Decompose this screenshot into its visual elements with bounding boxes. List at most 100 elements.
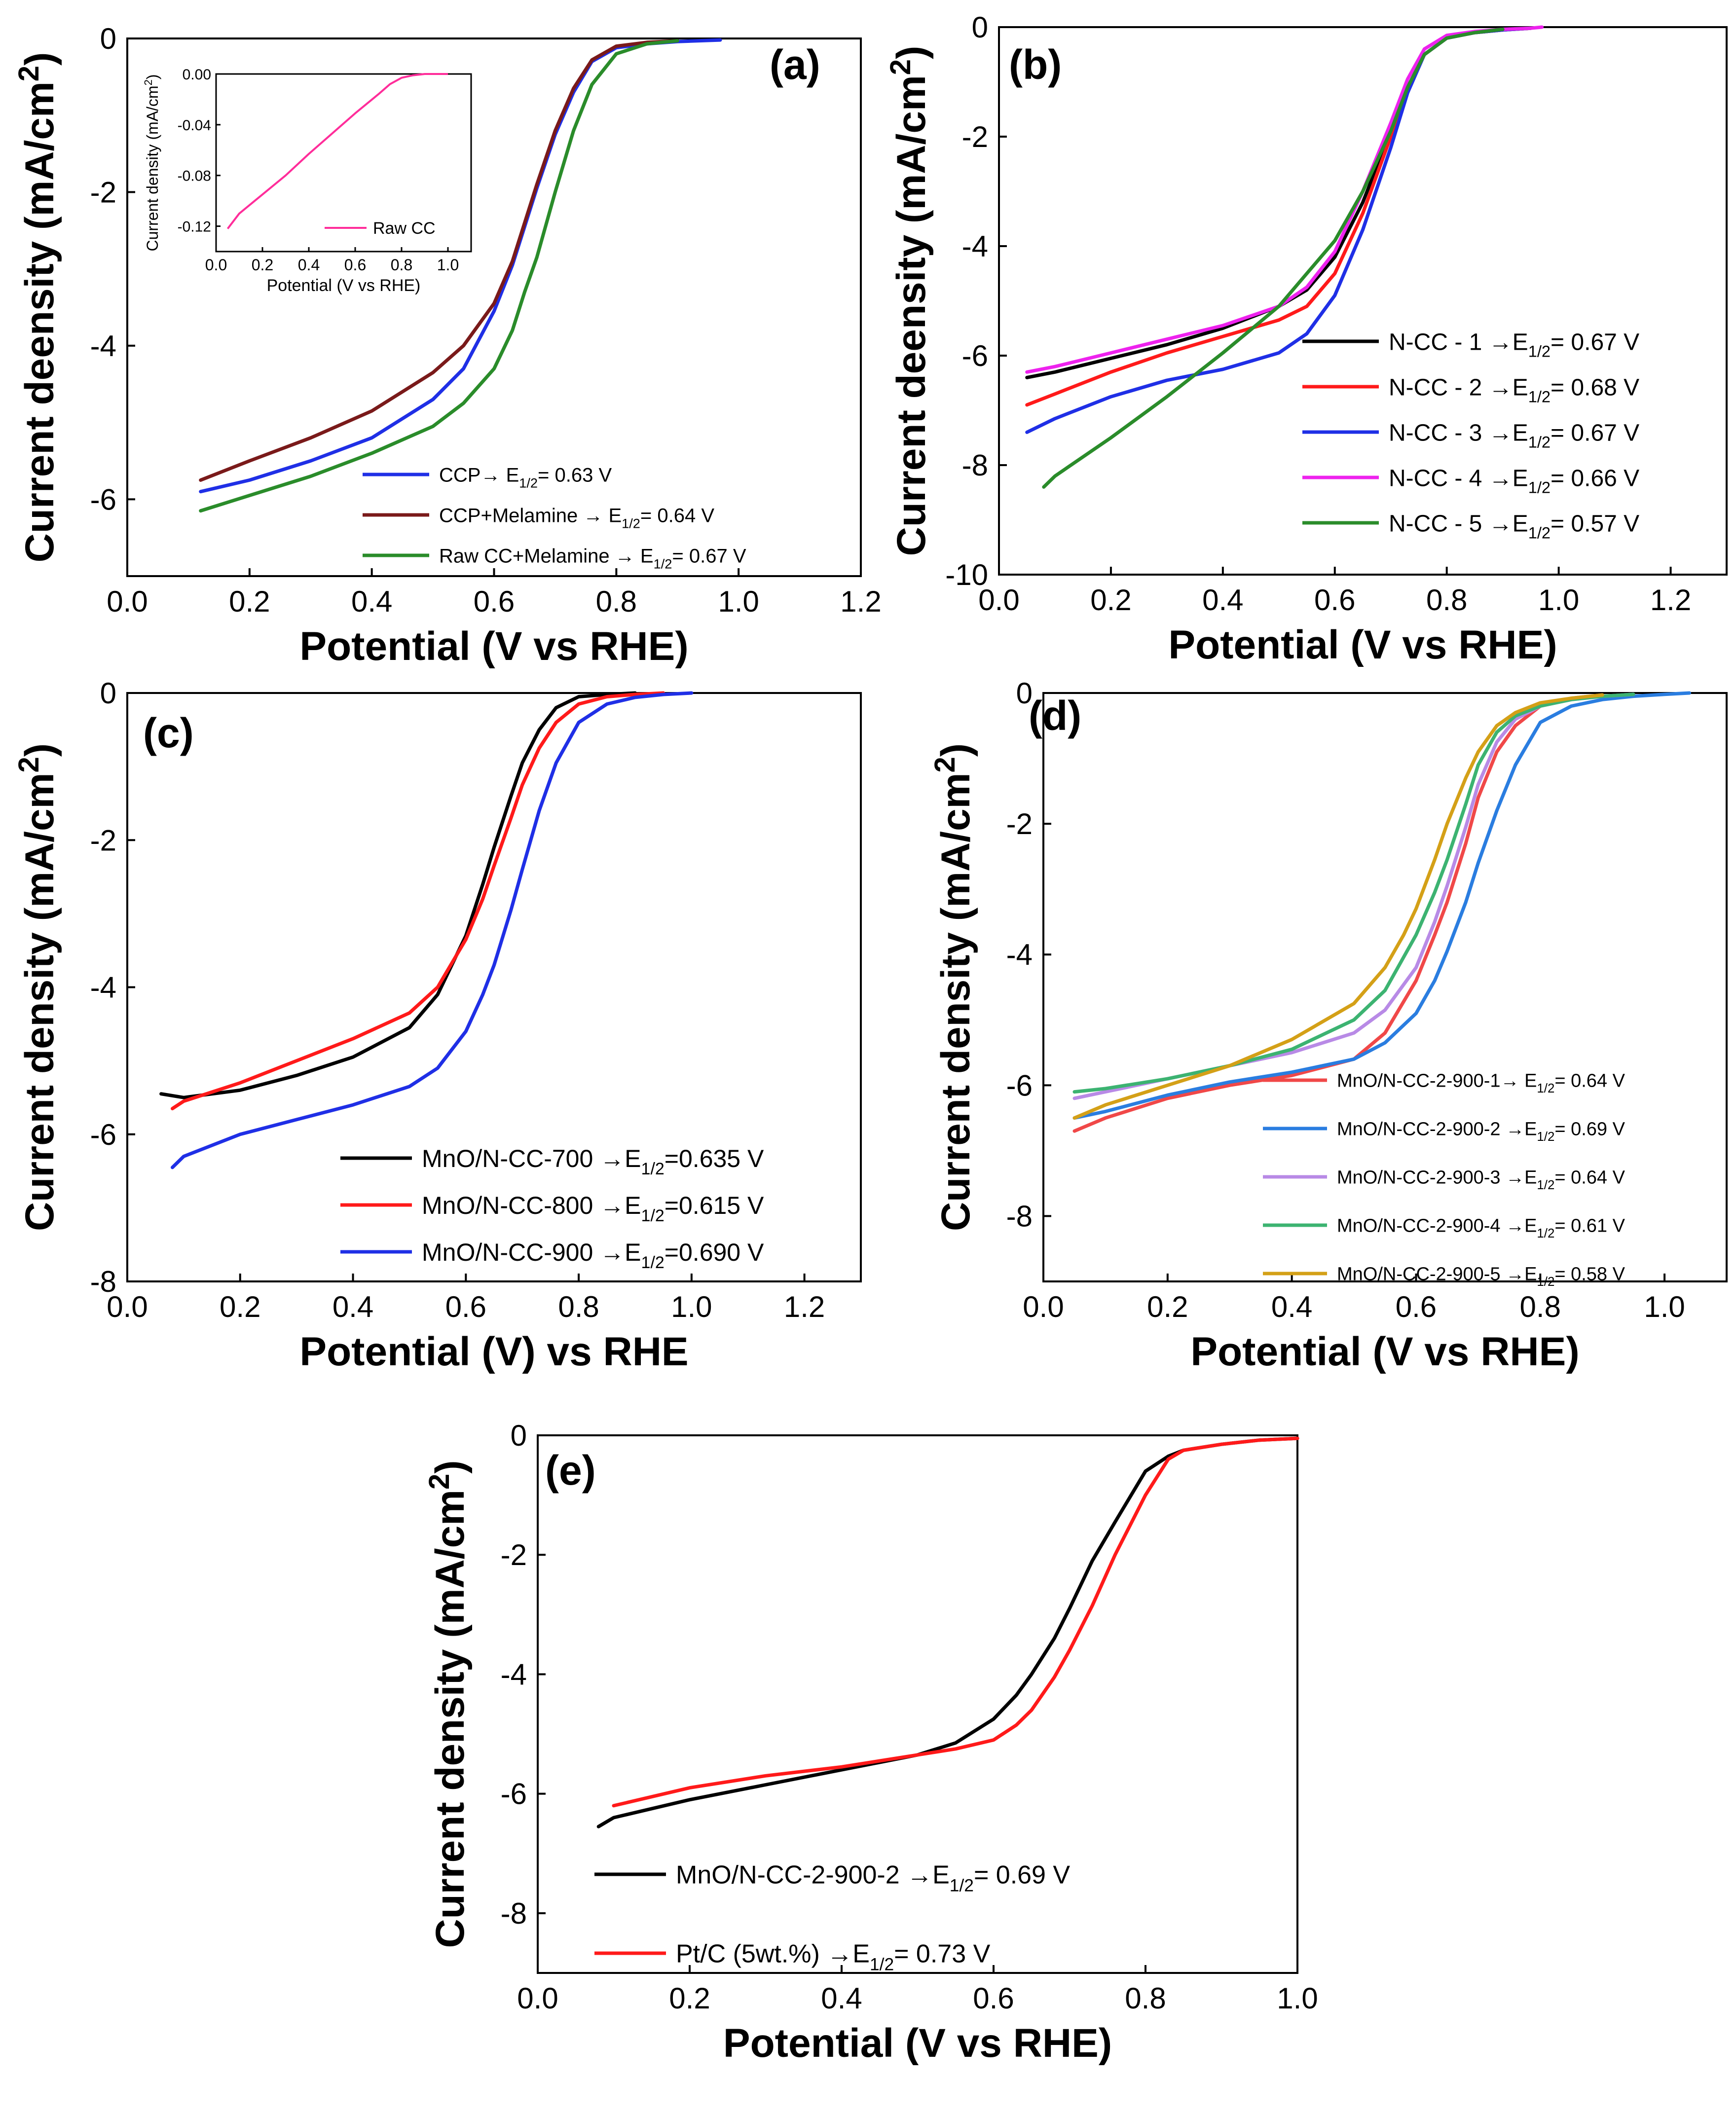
legend-label-main: N-CC - 5 →E: [1389, 511, 1528, 537]
legend-label-main: MnO/N-CC-2-900-3 →E: [1337, 1167, 1537, 1188]
legend-label: MnO/N-CC-700 →E1/2=0.635 V: [422, 1145, 764, 1178]
y-axis-title-main: Current deensity (mA/cm: [17, 81, 62, 562]
x-tick-label: 0.8: [1426, 583, 1467, 617]
legend-label-sub: 1/2: [1528, 388, 1551, 406]
legend-label: MnO/N-CC-2-900-5 →E1/2= 0.58 V: [1337, 1264, 1625, 1289]
legend-label: MnO/N-CC-2-900-1→ E1/2= 0.64 V: [1337, 1071, 1625, 1095]
inset-x-tick-label: 0.6: [344, 256, 366, 274]
legend-label: N-CC - 2 →E1/2= 0.68 V: [1389, 374, 1639, 405]
series-line-2: [171, 691, 665, 1111]
inset-frame: [215, 73, 472, 253]
x-tick-label: 0.2: [1090, 583, 1131, 617]
legend-label-main: MnO/N-CC-800 →E: [422, 1192, 641, 1219]
legend-label: MnO/N-CC-900 →E1/2=0.690 V: [422, 1239, 764, 1272]
y-axis-title-sup: 2: [885, 59, 917, 75]
x-tick-label: 0.2: [220, 1290, 260, 1323]
y-tick-label: -6: [90, 1118, 116, 1151]
legend-label-sub: 1/2: [622, 515, 640, 531]
legend-label-main: MnO/N-CC-700 →E: [422, 1145, 641, 1172]
y-axis-title-sup: 2: [423, 1474, 455, 1490]
legend-label-value: = 0.66 V: [1551, 465, 1639, 491]
panel-label: (d): [1029, 693, 1081, 739]
y-tick-label: -6: [962, 339, 988, 372]
legend-label: N-CC - 4 →E1/2= 0.66 V: [1389, 465, 1639, 496]
plot-frame: [1042, 692, 1728, 1282]
x-tick-label: 0.6: [1396, 1290, 1437, 1323]
x-tick-label: 1.2: [784, 1290, 825, 1323]
y-tick-label: -2: [1006, 807, 1033, 840]
legend-label-value: = 0.64 V: [640, 505, 714, 526]
legend-label-sub: 1/2: [1537, 1275, 1554, 1289]
legend-label-value: =0.615 V: [665, 1192, 764, 1219]
legend-label-sub: 1/2: [1528, 342, 1551, 361]
y-tick-label: 0: [511, 1419, 527, 1452]
legend-label-main: N-CC - 3 →E: [1389, 420, 1528, 446]
legend-label-sub: 1/2: [1537, 1178, 1554, 1192]
plot-frame: [998, 26, 1728, 576]
y-axis-title-main: Current density (mA/cm: [428, 1490, 473, 1948]
y-tick-label: -8: [962, 449, 988, 482]
legend-label-value: = 0.67 V: [1551, 329, 1639, 355]
legend-label-value: = 0.57 V: [1551, 511, 1639, 537]
legend-label-sub: 1/2: [1537, 1082, 1554, 1095]
legend-label-main: MnO/N-CC-2-900-2 →E: [676, 1861, 950, 1890]
legend-label-sub: 1/2: [641, 1253, 665, 1272]
inset-x-tick-label: 0.8: [391, 256, 412, 274]
legend-label: MnO/N-CC-800 →E1/2=0.615 V: [422, 1192, 764, 1225]
legend-label: Raw CC+Melamine → E1/2= 0.67 V: [439, 545, 746, 571]
y-axis-title: Current density (mA/cm2): [423, 1460, 473, 1948]
legend-label: MnO/N-CC-2-900-2 →E1/2= 0.69 V: [676, 1861, 1070, 1896]
inset-y-axis-title: Current density (mA/cm2): [142, 74, 161, 252]
legend-label-value: = 0.67 V: [672, 545, 746, 567]
inset-x-axis-title: Potential (V vs RHE): [267, 276, 421, 295]
legend-label-value: =0.635 V: [665, 1145, 764, 1172]
legend-label-main: Raw CC+Melamine → E: [439, 545, 654, 567]
legend-label-value: = 0.69 V: [974, 1861, 1070, 1890]
y-tick-label: 0: [100, 22, 116, 55]
panel-label: (e): [545, 1447, 596, 1494]
y-axis-title-close: ): [428, 1460, 473, 1473]
inset-x-tick-label: 1.0: [437, 256, 459, 274]
x-tick-label: 0.6: [973, 1982, 1014, 2015]
x-tick-label: 0.4: [1271, 1290, 1312, 1323]
legend-label-sub: 1/2: [1537, 1130, 1554, 1144]
x-tick-label: 1.0: [1538, 583, 1579, 617]
series-line-3: [171, 691, 694, 1169]
inset-y-tick-label: -0.04: [178, 117, 211, 134]
y-tick-label: 0: [100, 677, 116, 710]
panel-a: 0.0 0.2 0.4 0.6 0.8 1.0 1.2 0 -2 -4 -6 Potential (V…: [13, 22, 882, 669]
legend-label-value: = 0.64 V: [1554, 1167, 1625, 1188]
x-tick-label: 0.0: [107, 1290, 148, 1323]
x-tick-label: 0.2: [1147, 1290, 1188, 1323]
legend-label-sub: 1/2: [870, 1955, 894, 1974]
inset-x-tick-label: 0.2: [252, 256, 273, 274]
legend-label-sub: 1/2: [1528, 524, 1551, 542]
legend-label-value: = 0.68 V: [1551, 374, 1639, 401]
inset-x-tick-label: 0.4: [298, 256, 320, 274]
y-axis-title-main: Current deensity (mA/cm: [889, 75, 934, 556]
y-tick-label: 0: [972, 11, 988, 44]
legend-label-main: N-CC - 4 →E: [1389, 465, 1528, 491]
legend-label: Pt/C (5wt.%) →E1/2= 0.73 V: [676, 1940, 991, 1974]
legend-label-main: CCP→ E: [439, 464, 519, 486]
panel-e: 0.0 0.2 0.4 0.6 0.8 1.0 0 -2 -4 -6 -8 Potential (V …: [423, 1419, 1318, 2066]
panel-d: 0.0 0.2 0.4 0.6 0.8 1.0 0 -2 -4 -6 -8 Potential (V …: [929, 677, 1728, 1374]
x-tick-label: 1.0: [1277, 1982, 1318, 2015]
legend-label-value: =0.690 V: [665, 1239, 764, 1266]
legend-label-sub: 1/2: [950, 1876, 974, 1895]
y-axis-title: Current deensity (mA/cm2): [13, 52, 62, 563]
legend-label: MnO/N-CC-2-900-4 →E1/2= 0.61 V: [1337, 1216, 1625, 1240]
x-tick-label: 1.2: [840, 585, 881, 618]
inset-chart: 0.0 0.2 0.4 0.6 0.8 1.0 0.00 -0.04 -0.08 -0.12 Pot…: [142, 67, 472, 295]
y-tick-label: 0: [1016, 677, 1033, 710]
series-line-2: [199, 39, 679, 482]
x-axis-title: Potential (V vs RHE): [299, 624, 688, 669]
y-axis-title-sup: 2: [13, 757, 45, 772]
legend-label: MnO/N-CC-2-900-3 →E1/2= 0.64 V: [1337, 1167, 1625, 1192]
y-tick-label: -4: [1006, 938, 1033, 971]
x-tick-label: 0.2: [669, 1982, 710, 2015]
legend: MnO/N-CC-2-900-2 →E1/2= 0.69 VPt/C (5wt.…: [594, 1861, 1070, 1974]
